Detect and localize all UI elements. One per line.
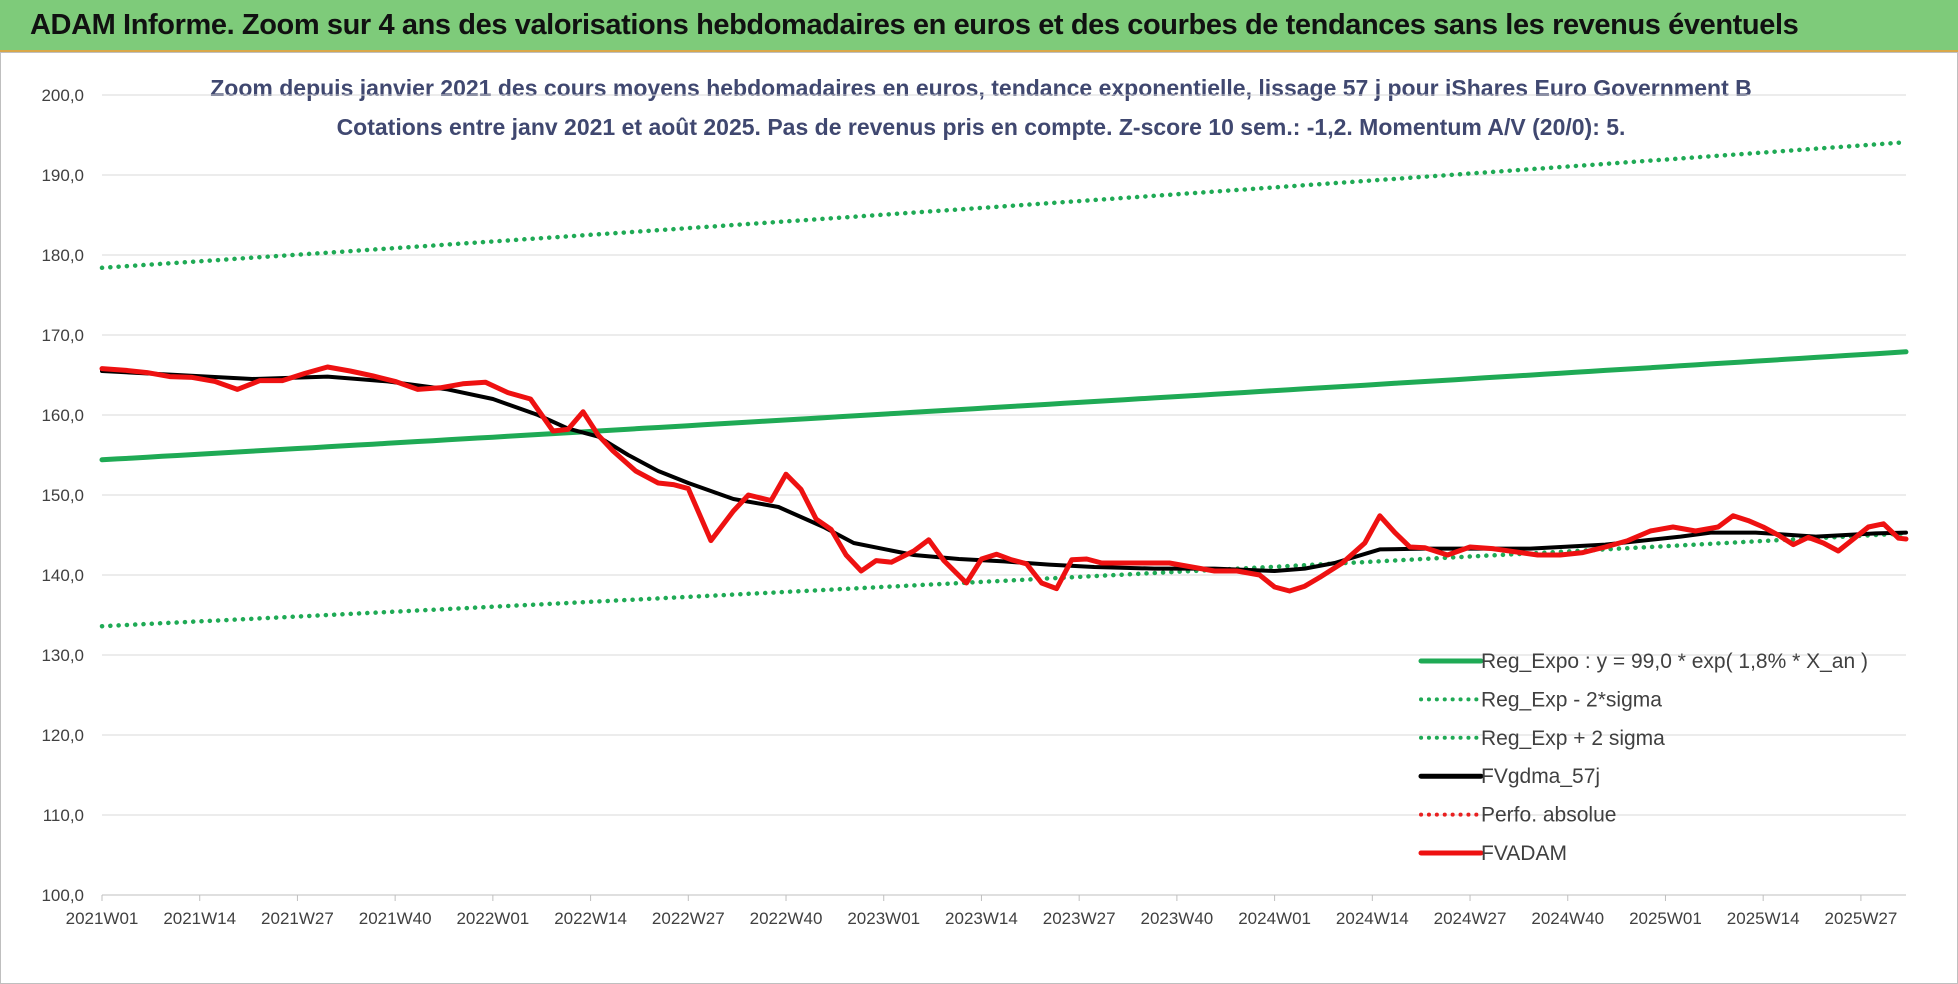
legend-label-0: Reg_Expo : y = 99,0 * exp( 1,8% * X_an ) bbox=[1481, 650, 1868, 673]
legend-label-2: Reg_Exp + 2 sigma bbox=[1481, 727, 1665, 750]
chart: Zoom depuis janvier 2021 des cours moyen… bbox=[41, 75, 1909, 928]
x-tick-label: 2021W40 bbox=[359, 909, 432, 928]
x-tick-label: 2022W40 bbox=[750, 909, 823, 928]
series-line-3 bbox=[100, 369, 1908, 573]
x-tick-label: 2023W14 bbox=[945, 909, 1018, 928]
page-title: ADAM Informe. Zoom sur 4 ans des valoris… bbox=[30, 9, 1799, 41]
legend-label-3: FVgdma_57j bbox=[1481, 765, 1600, 788]
series-line-1 bbox=[99, 531, 1909, 629]
y-tick-label: 150,0 bbox=[41, 486, 84, 505]
header-banner: ADAM Informe. Zoom sur 4 ans des valoris… bbox=[0, 0, 1958, 52]
y-tick-label: 200,0 bbox=[41, 86, 84, 105]
legend-label-4: Perfo. absolue bbox=[1481, 804, 1616, 827]
x-tick-label: 2024W14 bbox=[1336, 909, 1409, 928]
plot-area bbox=[99, 139, 1909, 629]
x-tick-label: 2025W27 bbox=[1825, 909, 1898, 928]
x-axis: 2021W01 2021W14 2021W27 2021W40 2022W01 2022W… bbox=[66, 894, 1906, 928]
x-tick-label: 2022W14 bbox=[554, 909, 627, 928]
x-tick-label: 2021W14 bbox=[163, 909, 236, 928]
chart-title-line1: Zoom depuis janvier 2021 des cours moyen… bbox=[210, 75, 1752, 101]
x-tick-label: 2023W27 bbox=[1043, 909, 1116, 928]
x-tick-label: 2021W01 bbox=[66, 909, 139, 928]
chart-frame: Zoom depuis janvier 2021 des cours moyen… bbox=[0, 52, 1958, 984]
gridlines bbox=[102, 94, 1906, 896]
y-tick-label: 160,0 bbox=[41, 406, 84, 425]
y-tick-label: 130,0 bbox=[41, 646, 84, 665]
x-tick-label: 2023W01 bbox=[847, 909, 920, 928]
y-tick-label: 110,0 bbox=[43, 806, 84, 825]
x-tick-label: 2024W27 bbox=[1434, 909, 1507, 928]
chart-title-line2: Cotations entre janv 2021 et août 2025. … bbox=[337, 114, 1626, 140]
x-tick-label: 2023W40 bbox=[1140, 909, 1213, 928]
y-tick-label: 120,0 bbox=[41, 726, 84, 745]
legend-label-5: FVADAM bbox=[1481, 842, 1567, 865]
series-line-5 bbox=[99, 364, 1909, 594]
x-tick-label: 2022W01 bbox=[456, 909, 529, 928]
x-tick-label: 2024W01 bbox=[1238, 909, 1311, 928]
legend: Reg_Expo : y = 99,0 * exp( 1,8% * X_an )… bbox=[1418, 650, 1868, 865]
y-tick-label: 180,0 bbox=[41, 246, 84, 265]
x-tick-label: 2022W27 bbox=[652, 909, 725, 928]
y-axis: 100,0 110,0 120,0 130,0 140,0 150,0 160,0 170,0… bbox=[41, 86, 84, 905]
x-tick-label: 2025W01 bbox=[1629, 909, 1702, 928]
y-tick-label: 140,0 bbox=[41, 566, 84, 585]
y-tick-label: 170,0 bbox=[41, 326, 84, 345]
x-tick-label: 2021W27 bbox=[261, 909, 334, 928]
legend-label-1: Reg_Exp - 2*sigma bbox=[1481, 688, 1662, 711]
x-tick-label: 2025W14 bbox=[1727, 909, 1800, 928]
x-tick-label: 2024W40 bbox=[1531, 909, 1604, 928]
y-tick-label: 100,0 bbox=[41, 886, 84, 905]
series-line-2 bbox=[99, 139, 1909, 271]
series-line-0 bbox=[99, 349, 1909, 463]
y-tick-label: 190,0 bbox=[41, 166, 84, 185]
